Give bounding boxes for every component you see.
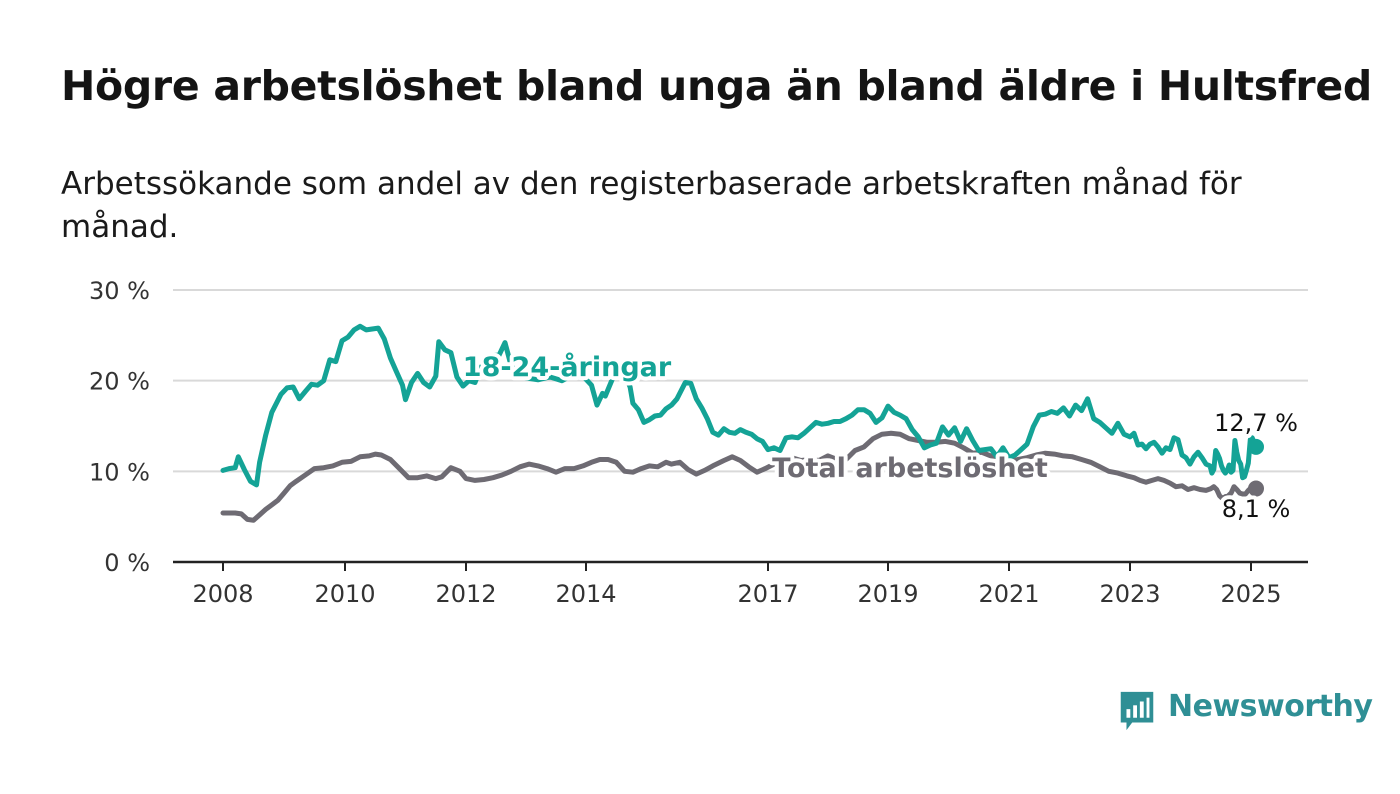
end-value-label: 8,1 % xyxy=(1222,495,1291,523)
end-value-label-halo: 12,7 % xyxy=(1214,409,1298,437)
series-label: 18-24-åringar xyxy=(463,351,672,383)
newsworthy-logo-icon xyxy=(1120,691,1154,731)
series-label-halo: 18-24-åringar xyxy=(463,351,672,383)
y-tick-label: 10 % xyxy=(89,458,150,486)
x-tick-label: 2014 xyxy=(555,580,616,608)
series-lines xyxy=(220,323,1264,523)
grid-lines xyxy=(173,289,1308,564)
y-axis-ticks: 0 % 10 % 20 % 30 % xyxy=(89,277,150,577)
y-tick-label: 0 % xyxy=(104,549,150,577)
brand-name: Newsworthy xyxy=(1168,689,1373,724)
series-end-point xyxy=(1248,438,1264,455)
x-tick-label: 2021 xyxy=(978,580,1039,608)
x-axis-ticks: 2008 2010 2012 2014 2017 2019 2021 2023 2025 xyxy=(192,562,1282,608)
series-label: Total arbetslöshet xyxy=(772,453,1048,484)
series-label-halo: Total arbetslöshet xyxy=(772,453,1048,484)
chart-subtitle: Arbetssökande som andel av den registerb… xyxy=(61,166,1242,245)
x-tick-label: 2023 xyxy=(1099,580,1160,608)
end-value-label: 12,7 % xyxy=(1214,409,1298,437)
x-tick-label: 2025 xyxy=(1220,580,1281,608)
x-tick-label: 2019 xyxy=(857,580,918,608)
x-tick-label: 2012 xyxy=(435,580,496,608)
series-end-point xyxy=(1248,480,1264,497)
chart-title: Högre arbetslöshet bland unga än bland ä… xyxy=(61,62,1372,110)
x-tick-label: 2008 xyxy=(192,580,253,608)
x-tick-label: 2017 xyxy=(737,580,798,608)
series-line xyxy=(220,430,1259,523)
end-value-label-halo: 8,1 % xyxy=(1222,495,1291,523)
x-tick-label: 2010 xyxy=(314,580,375,608)
y-tick-label: 30 % xyxy=(89,277,150,305)
y-tick-label: 20 % xyxy=(89,368,150,396)
series-line xyxy=(220,323,1259,488)
